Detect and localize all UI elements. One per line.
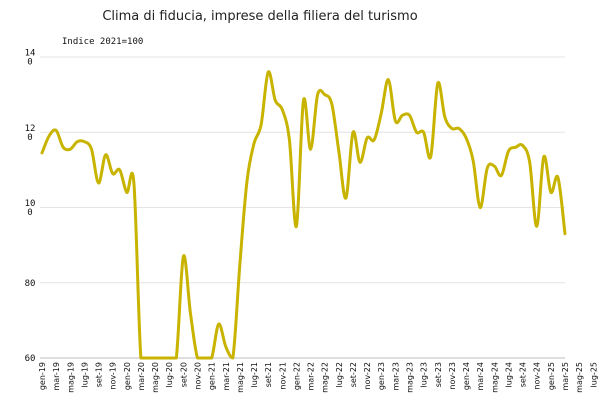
y-tick-label-part: 14 <box>25 49 36 59</box>
x-tick-label: gen-20 <box>123 362 132 390</box>
y-tick-label: 80 <box>25 279 36 289</box>
x-tick-label: lug-22 <box>335 362 344 387</box>
x-tick-label: gen-25 <box>547 362 556 390</box>
y-tick-label-part: 0 <box>27 208 32 218</box>
x-tick-label: mag-20 <box>151 362 160 393</box>
x-tick-label: mag-24 <box>490 362 499 393</box>
x-tick-label: mar-19 <box>52 362 61 391</box>
y-tick-label: 10 0 <box>25 199 36 218</box>
x-tick-label: lug-20 <box>165 362 174 387</box>
x-tick-label: set-20 <box>179 362 188 387</box>
y-tick-label-part: 80 <box>25 279 36 289</box>
x-tick-label: mar-22 <box>307 362 316 391</box>
x-tick-label: mag-21 <box>236 362 245 393</box>
x-tick-label: set-19 <box>95 362 104 387</box>
x-tick-label: mag-25 <box>575 362 584 393</box>
gridlines <box>40 56 565 359</box>
x-tick-label: mar-20 <box>137 362 146 391</box>
x-tick-label: set-23 <box>434 362 443 387</box>
x-tick-label: nov-21 <box>278 362 287 390</box>
chart-title: Clima di fiducia, imprese della filiera … <box>102 9 417 24</box>
x-tick-label: gen-21 <box>208 362 217 390</box>
x-tick-label: gen-19 <box>38 362 47 390</box>
y-tick-label: 60 <box>25 354 36 364</box>
x-tick-label: mag-23 <box>406 362 415 393</box>
x-tick-label: gen-23 <box>377 362 386 390</box>
x-tick-label: set-22 <box>349 362 358 387</box>
x-tick-label: mar-24 <box>476 362 485 391</box>
x-tick-label: lug-24 <box>504 362 513 387</box>
x-tick-label: mar-23 <box>391 362 400 391</box>
x-tick-label: lug-19 <box>80 362 89 387</box>
x-tick-label: lug-23 <box>420 362 429 387</box>
x-axis: gen-19 mar-19 mag-19 lug-19 set-19 nov-19 gen-… <box>38 362 598 393</box>
x-tick-label: mag-19 <box>66 362 75 393</box>
series-line <box>40 70 567 360</box>
x-tick-label: mar-21 <box>222 362 231 391</box>
x-tick-label: set-21 <box>264 362 273 387</box>
y-tick-label-part: 10 <box>25 199 36 209</box>
x-tick-label: nov-24 <box>533 362 542 390</box>
x-tick-label: gen-22 <box>292 362 301 390</box>
x-tick-label: mag-22 <box>321 362 330 393</box>
x-tick-label: gen-24 <box>462 362 471 390</box>
x-tick-label: mar-25 <box>561 362 570 391</box>
x-tick-label: nov-19 <box>109 362 118 390</box>
y-tick-label-part: 0 <box>27 58 32 68</box>
y-tick-label-part: 12 <box>25 124 36 134</box>
y-tick-label-part: 0 <box>27 133 32 143</box>
y-tick-label: 14 0 <box>25 49 36 68</box>
y-tick-label: 12 0 <box>25 124 36 143</box>
x-tick-label: lug-21 <box>250 362 259 387</box>
x-tick-label: nov-23 <box>448 362 457 390</box>
x-tick-label: nov-20 <box>193 362 202 390</box>
x-tick-label: nov-22 <box>363 362 372 390</box>
x-tick-label: lug-25 <box>589 362 598 387</box>
chart-subtitle: Indice 2021=100 <box>62 37 143 47</box>
x-tick-label: set-24 <box>519 362 528 387</box>
y-tick-label-part: 60 <box>25 354 36 364</box>
